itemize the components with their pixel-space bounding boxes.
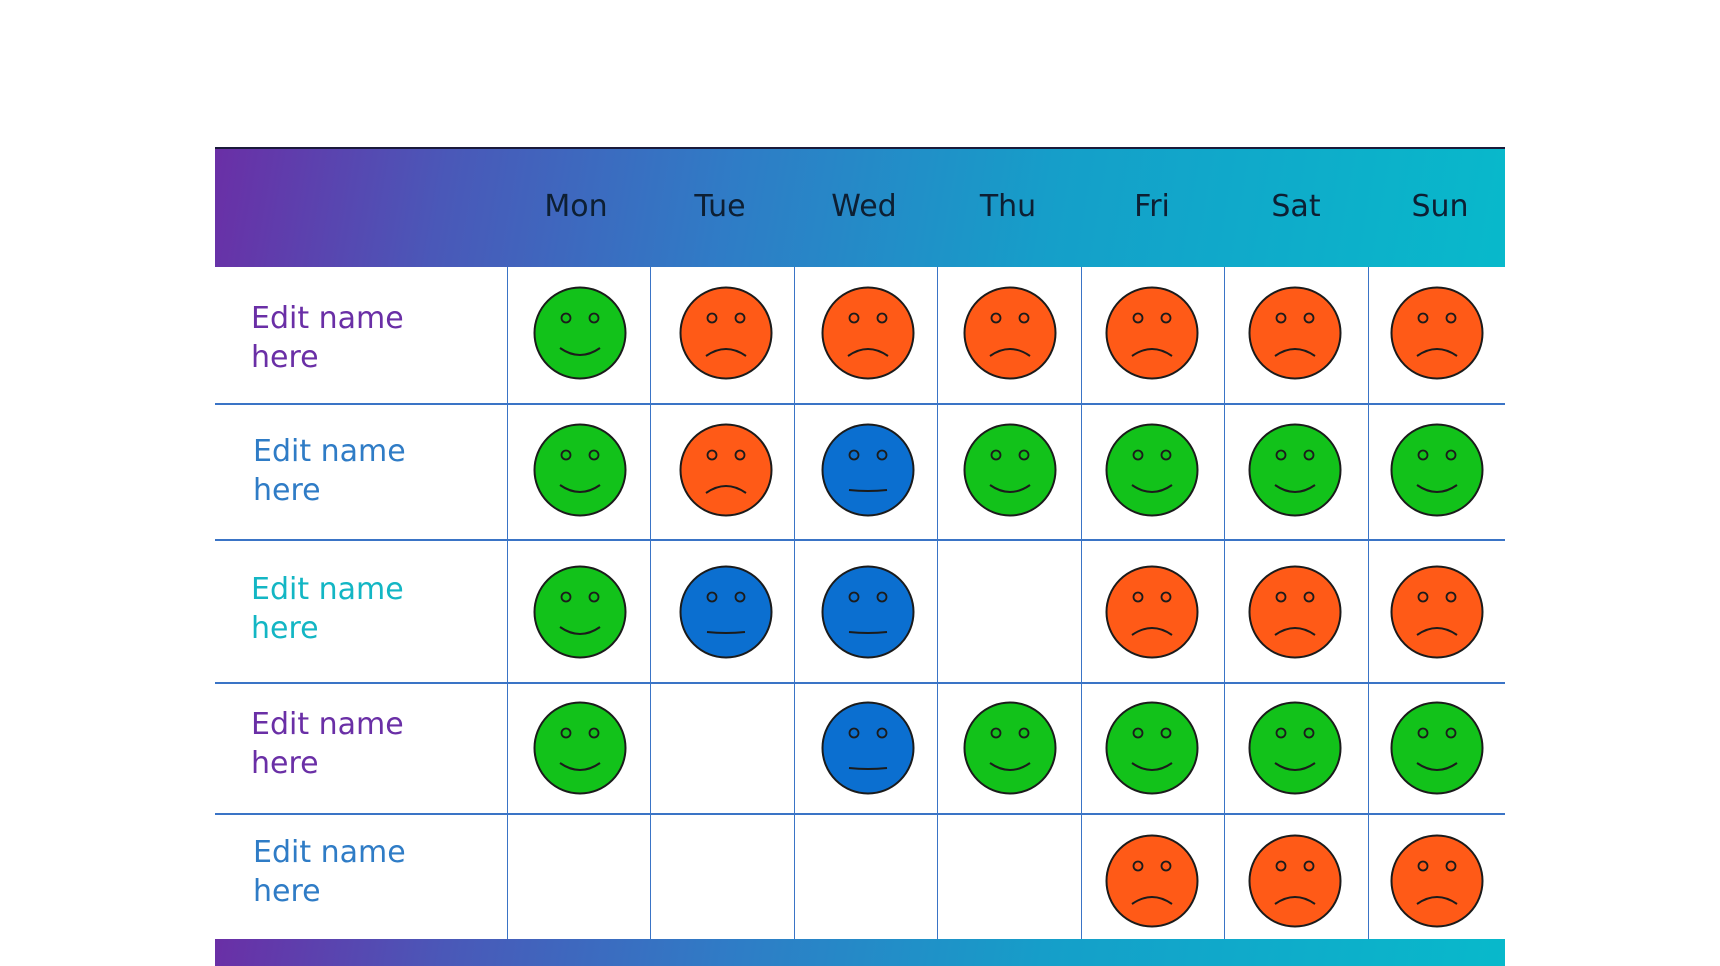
happy-face-icon: [533, 701, 627, 795]
table-row: Edit name here: [215, 684, 1505, 815]
sad-face-icon: [1248, 286, 1342, 380]
happy-face-icon: [1248, 423, 1342, 517]
happy-face-icon: [1390, 423, 1484, 517]
sad-face-icon: [1248, 565, 1342, 659]
table-header: Mon Tue Wed Thu Fri Sat Sun: [215, 147, 1505, 267]
neutral-face-icon: [821, 565, 915, 659]
sad-face-icon: [1390, 834, 1484, 928]
table-row: Edit name here: [215, 405, 1505, 541]
sad-face-icon: [1390, 565, 1484, 659]
footer-band: [215, 939, 1505, 966]
row-name[interactable]: Edit name here: [253, 434, 406, 508]
grid-line: [1224, 267, 1225, 939]
day-header-sun: Sun: [1411, 189, 1469, 224]
sad-face-icon: [1105, 565, 1199, 659]
sad-face-icon: [1105, 834, 1199, 928]
sad-face-icon: [1105, 286, 1199, 380]
row-name[interactable]: Edit name here: [251, 572, 404, 646]
grid-line: [1368, 267, 1369, 939]
table-row: Edit name here: [215, 541, 1505, 684]
happy-face-icon: [1105, 423, 1199, 517]
grid-line: [937, 267, 938, 939]
day-header-tue: Tue: [694, 189, 746, 224]
happy-face-icon: [963, 423, 1057, 517]
happy-face-icon: [1105, 701, 1199, 795]
happy-face-icon: [533, 286, 627, 380]
happy-face-icon: [1390, 701, 1484, 795]
table-row: Edit name here: [215, 267, 1505, 405]
happy-face-icon: [533, 565, 627, 659]
sad-face-icon: [963, 286, 1057, 380]
sad-face-icon: [679, 286, 773, 380]
day-header-mon: Mon: [544, 189, 608, 224]
neutral-face-icon: [679, 565, 773, 659]
sad-face-icon: [1248, 834, 1342, 928]
neutral-face-icon: [821, 423, 915, 517]
day-header-fri: Fri: [1134, 189, 1170, 224]
neutral-face-icon: [821, 701, 915, 795]
table-row: Edit name here: [215, 815, 1505, 939]
sad-face-icon: [1390, 286, 1484, 380]
row-name[interactable]: Edit name here: [251, 707, 404, 781]
row-name[interactable]: Edit name here: [253, 835, 406, 909]
grid-line: [650, 267, 651, 939]
happy-face-icon: [1248, 701, 1342, 795]
row-name[interactable]: Edit name here: [251, 301, 404, 375]
happy-face-icon: [963, 701, 1057, 795]
day-header-sat: Sat: [1271, 189, 1321, 224]
grid-line: [794, 267, 795, 939]
grid-line: [1081, 267, 1082, 939]
sad-face-icon: [679, 423, 773, 517]
day-header-wed: Wed: [831, 189, 897, 224]
day-header-thu: Thu: [979, 189, 1037, 224]
sad-face-icon: [821, 286, 915, 380]
happy-face-icon: [533, 423, 627, 517]
grid-line: [507, 267, 508, 939]
